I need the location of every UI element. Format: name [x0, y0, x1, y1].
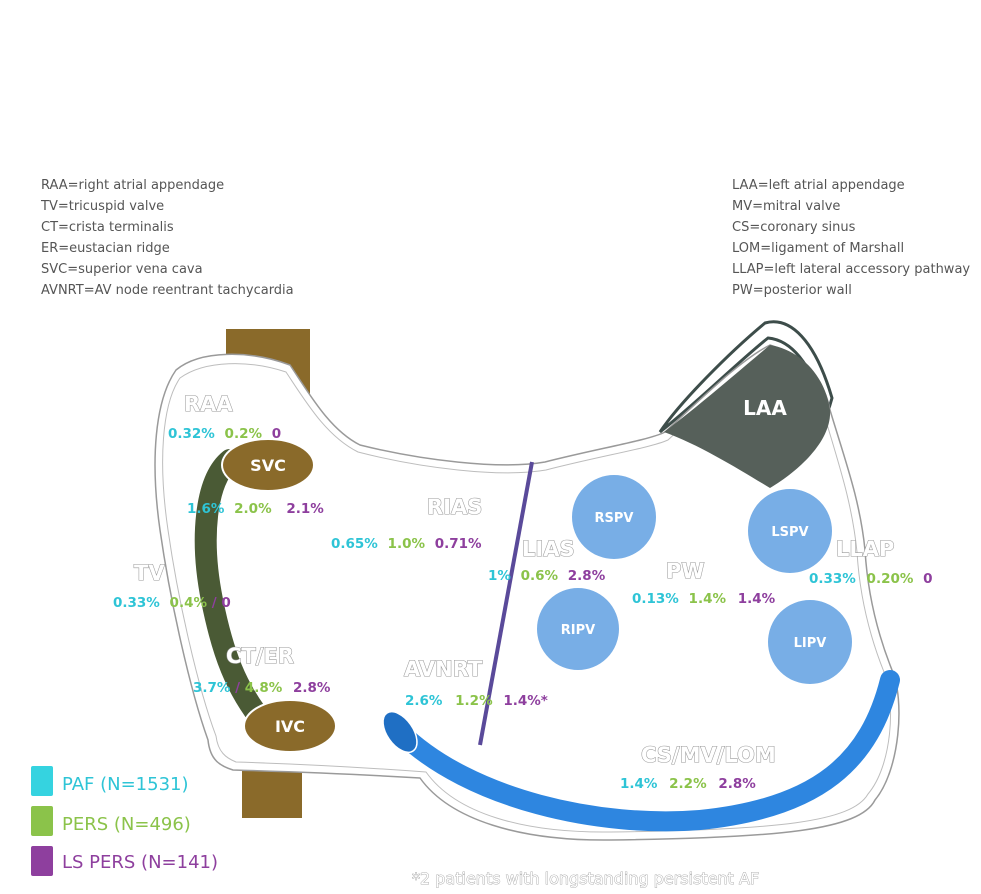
abbr-right-2: CS=coronary sinus	[732, 220, 856, 235]
stats-raa: 0.32% 0.2% 0	[168, 426, 281, 442]
svc-ls: 2.1%	[286, 501, 324, 517]
lipv-circle	[766, 598, 854, 686]
stats-llap: 0.33% 0.20% 0	[809, 571, 933, 587]
pw-ls: 1.4%	[738, 591, 776, 607]
ivc-label: IVC	[275, 717, 305, 736]
crista-terminalis	[194, 449, 279, 739]
stats-rias: 0.65% 1.0% 0.71%	[331, 536, 482, 552]
legend-swatch-ls-pers	[31, 846, 53, 876]
coronary-sinus-ostium	[382, 710, 418, 754]
legend-swatch-pers	[31, 806, 53, 836]
atria-outline	[154, 344, 900, 841]
legend-label-pers: PERS (N=496)	[62, 814, 191, 835]
region-label-pw: PW	[666, 559, 705, 583]
ct-er-ls: 2.8%	[293, 680, 331, 696]
footnote: *2 patients with longstanding persistent…	[412, 869, 759, 888]
llap-pers: 0.20%	[867, 571, 914, 587]
stats-ct-er: 3.7% / 4.8% 2.8%	[193, 680, 331, 696]
stats-cs: 1.4% 2.2% 2.8%	[620, 776, 756, 792]
abbreviation-key-left: RAA=right atrial appendage TV=tricuspid …	[40, 178, 294, 298]
tv-ls: 0	[221, 595, 230, 611]
llap-paf: 0.33%	[809, 571, 856, 587]
stats-avnrt: 2.6% 1.2% 1.4%*	[405, 693, 548, 709]
rspv-label: RSPV	[595, 511, 634, 526]
abbr-right-5: PW=posterior wall	[732, 283, 852, 298]
svc-oval	[221, 438, 315, 492]
lspv-label: LSPV	[771, 525, 808, 540]
legend: PAF (N=1531) PERS (N=496) LS PERS (N=141…	[31, 766, 218, 876]
region-label-avnrt: AVNRT	[404, 657, 483, 681]
rias-pers: 1.0%	[388, 536, 426, 552]
cs-paf: 1.4%	[620, 776, 658, 792]
raa-pers: 0.2%	[225, 426, 263, 442]
rspv-circle	[570, 473, 658, 561]
atria-outline-inner	[162, 353, 892, 833]
pw-pers: 1.4%	[689, 591, 727, 607]
ivc-oval	[243, 699, 337, 753]
abbr-right-4: LLAP=left lateral accessory pathway	[732, 262, 970, 277]
lipv-label: LIPV	[794, 636, 827, 651]
pw-paf: 0.13%	[632, 591, 679, 607]
legend-label-ls-pers: LS PERS (N=141)	[62, 852, 218, 873]
abbr-left-1: TV=tricuspid valve	[40, 199, 164, 214]
ripv-circle	[535, 586, 621, 672]
avnrt-pers: 1.2%	[455, 693, 493, 709]
ct-er-sep: /	[235, 680, 240, 696]
ct-er-paf: 3.7%	[193, 680, 231, 696]
legend-swatch-paf	[31, 766, 53, 796]
region-label-cs-mv-lom: CS/MV/LOM	[641, 743, 776, 767]
raa-paf: 0.32%	[168, 426, 215, 442]
lias-paf: 1%	[488, 568, 511, 584]
svc-label: SVC	[250, 456, 286, 475]
rias-paf: 0.65%	[331, 536, 378, 552]
stats-svc: 1.6% 2.0% 2.1%	[187, 501, 324, 517]
coronary-sinus	[390, 670, 900, 832]
lias-ls: 2.8%	[568, 568, 606, 584]
region-label-lias: LIAS	[522, 537, 575, 561]
stats-pw: 0.13% 1.4% 1.4%	[632, 591, 776, 607]
legend-label-paf: PAF (N=1531)	[62, 774, 189, 795]
abbr-left-5: AVNRT=AV node reentrant tachycardia	[41, 283, 294, 298]
laa-shape	[664, 345, 831, 488]
laa-label: LAA	[743, 396, 787, 420]
lias-pers: 0.6%	[521, 568, 559, 584]
septum-line	[478, 461, 534, 746]
abbreviation-key-right: LAA=left atrial appendage MV=mitral valv…	[732, 178, 970, 298]
region-label-ct-er: CT/ER	[226, 644, 294, 668]
ripv-label: RIPV	[561, 623, 595, 638]
cs-pers: 2.2%	[669, 776, 707, 792]
llap-ls: 0	[923, 571, 932, 587]
avnrt-paf: 2.6%	[405, 693, 443, 709]
abbr-right-0: LAA=left atrial appendage	[732, 178, 905, 193]
ct-er-pers: 4.8%	[245, 680, 283, 696]
abbr-left-0: RAA=right atrial appendage	[41, 178, 224, 193]
region-label-rias: RIAS	[427, 495, 482, 519]
tv-pers: 0.4%	[170, 595, 208, 611]
abbr-left-2: CT=crista terminalis	[41, 220, 174, 235]
cs-ls: 2.8%	[718, 776, 756, 792]
laa-rim	[658, 320, 834, 434]
rias-ls: 0.71%	[435, 536, 482, 552]
abbr-right-1: MV=mitral valve	[732, 199, 840, 214]
stats-lias: 1% 0.6% 2.8%	[488, 568, 606, 584]
stats-tv: 0.33% 0.4% / 0	[113, 595, 231, 611]
region-label-raa: RAA	[184, 392, 233, 416]
raa-ls: 0	[272, 426, 281, 442]
svc-pers: 2.0%	[234, 501, 272, 517]
tv-sep: /	[212, 595, 217, 611]
avnrt-ls: 1.4%*	[503, 693, 548, 709]
region-label-llap: LLAP	[836, 537, 894, 561]
abbr-left-4: SVC=superior vena cava	[41, 262, 203, 277]
tv-paf: 0.33%	[113, 595, 160, 611]
lspv-circle	[746, 487, 834, 575]
abbr-left-3: ER=eustacian ridge	[41, 241, 170, 256]
region-label-tv: TV	[134, 561, 165, 585]
abbr-right-3: LOM=ligament of Marshall	[732, 241, 904, 256]
svc-paf: 1.6%	[187, 501, 225, 517]
